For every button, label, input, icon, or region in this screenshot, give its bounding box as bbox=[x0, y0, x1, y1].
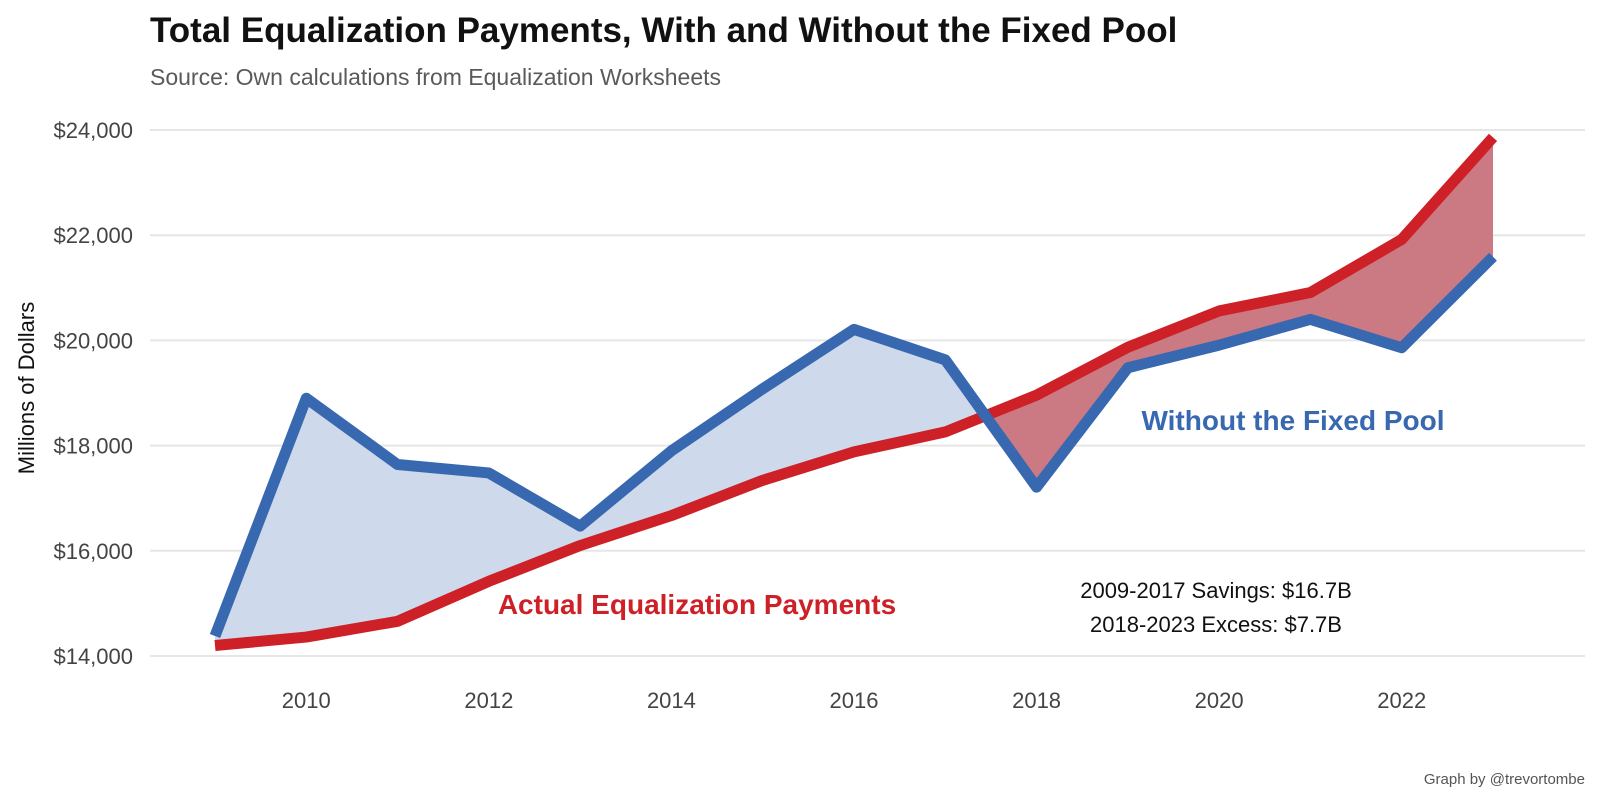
actual-payments-line bbox=[214, 133, 1498, 651]
x-axis-ticks: 2010 2012 2014 2016 2018 2020 2022 bbox=[282, 688, 1426, 713]
series-label-without-fixed-pool: Without the Fixed Pool bbox=[1141, 405, 1444, 436]
y-tick-label: $14,000 bbox=[53, 644, 133, 669]
savings-area bbox=[215, 329, 986, 646]
x-tick-label: 2020 bbox=[1195, 688, 1244, 713]
y-tick-label: $20,000 bbox=[53, 328, 133, 353]
y-axis-title: Millions of Dollars bbox=[14, 302, 39, 474]
y-tick-label: $16,000 bbox=[53, 539, 133, 564]
y-tick-label: $22,000 bbox=[53, 223, 133, 248]
y-tick-label: $24,000 bbox=[53, 118, 133, 143]
chart-caption: Graph by @trevortombe bbox=[1424, 771, 1585, 788]
x-tick-label: 2016 bbox=[830, 688, 879, 713]
series-label-actual-payments: Actual Equalization Payments bbox=[498, 589, 896, 620]
excess-annotation: 2018-2023 Excess: $7.7B bbox=[1090, 612, 1342, 637]
series-lines bbox=[209, 133, 1498, 651]
x-tick-label: 2012 bbox=[464, 688, 513, 713]
chart-title: Total Equalization Payments, With and Wi… bbox=[150, 11, 1177, 50]
x-tick-label: 2010 bbox=[282, 688, 331, 713]
y-tick-label: $18,000 bbox=[53, 434, 133, 459]
chart-subtitle: Source: Own calculations from Equalizati… bbox=[150, 64, 721, 90]
y-axis-ticks: $14,000 $16,000 $18,000 $20,000 $22,000 $24,0… bbox=[53, 118, 133, 669]
without-fixed-pool-line bbox=[209, 252, 1497, 638]
x-tick-label: 2022 bbox=[1377, 688, 1426, 713]
savings-annotation: 2009-2017 Savings: $16.7B bbox=[1080, 578, 1352, 603]
x-tick-label: 2018 bbox=[1012, 688, 1061, 713]
gap-fill-areas bbox=[215, 137, 1493, 646]
x-tick-label: 2014 bbox=[647, 688, 696, 713]
